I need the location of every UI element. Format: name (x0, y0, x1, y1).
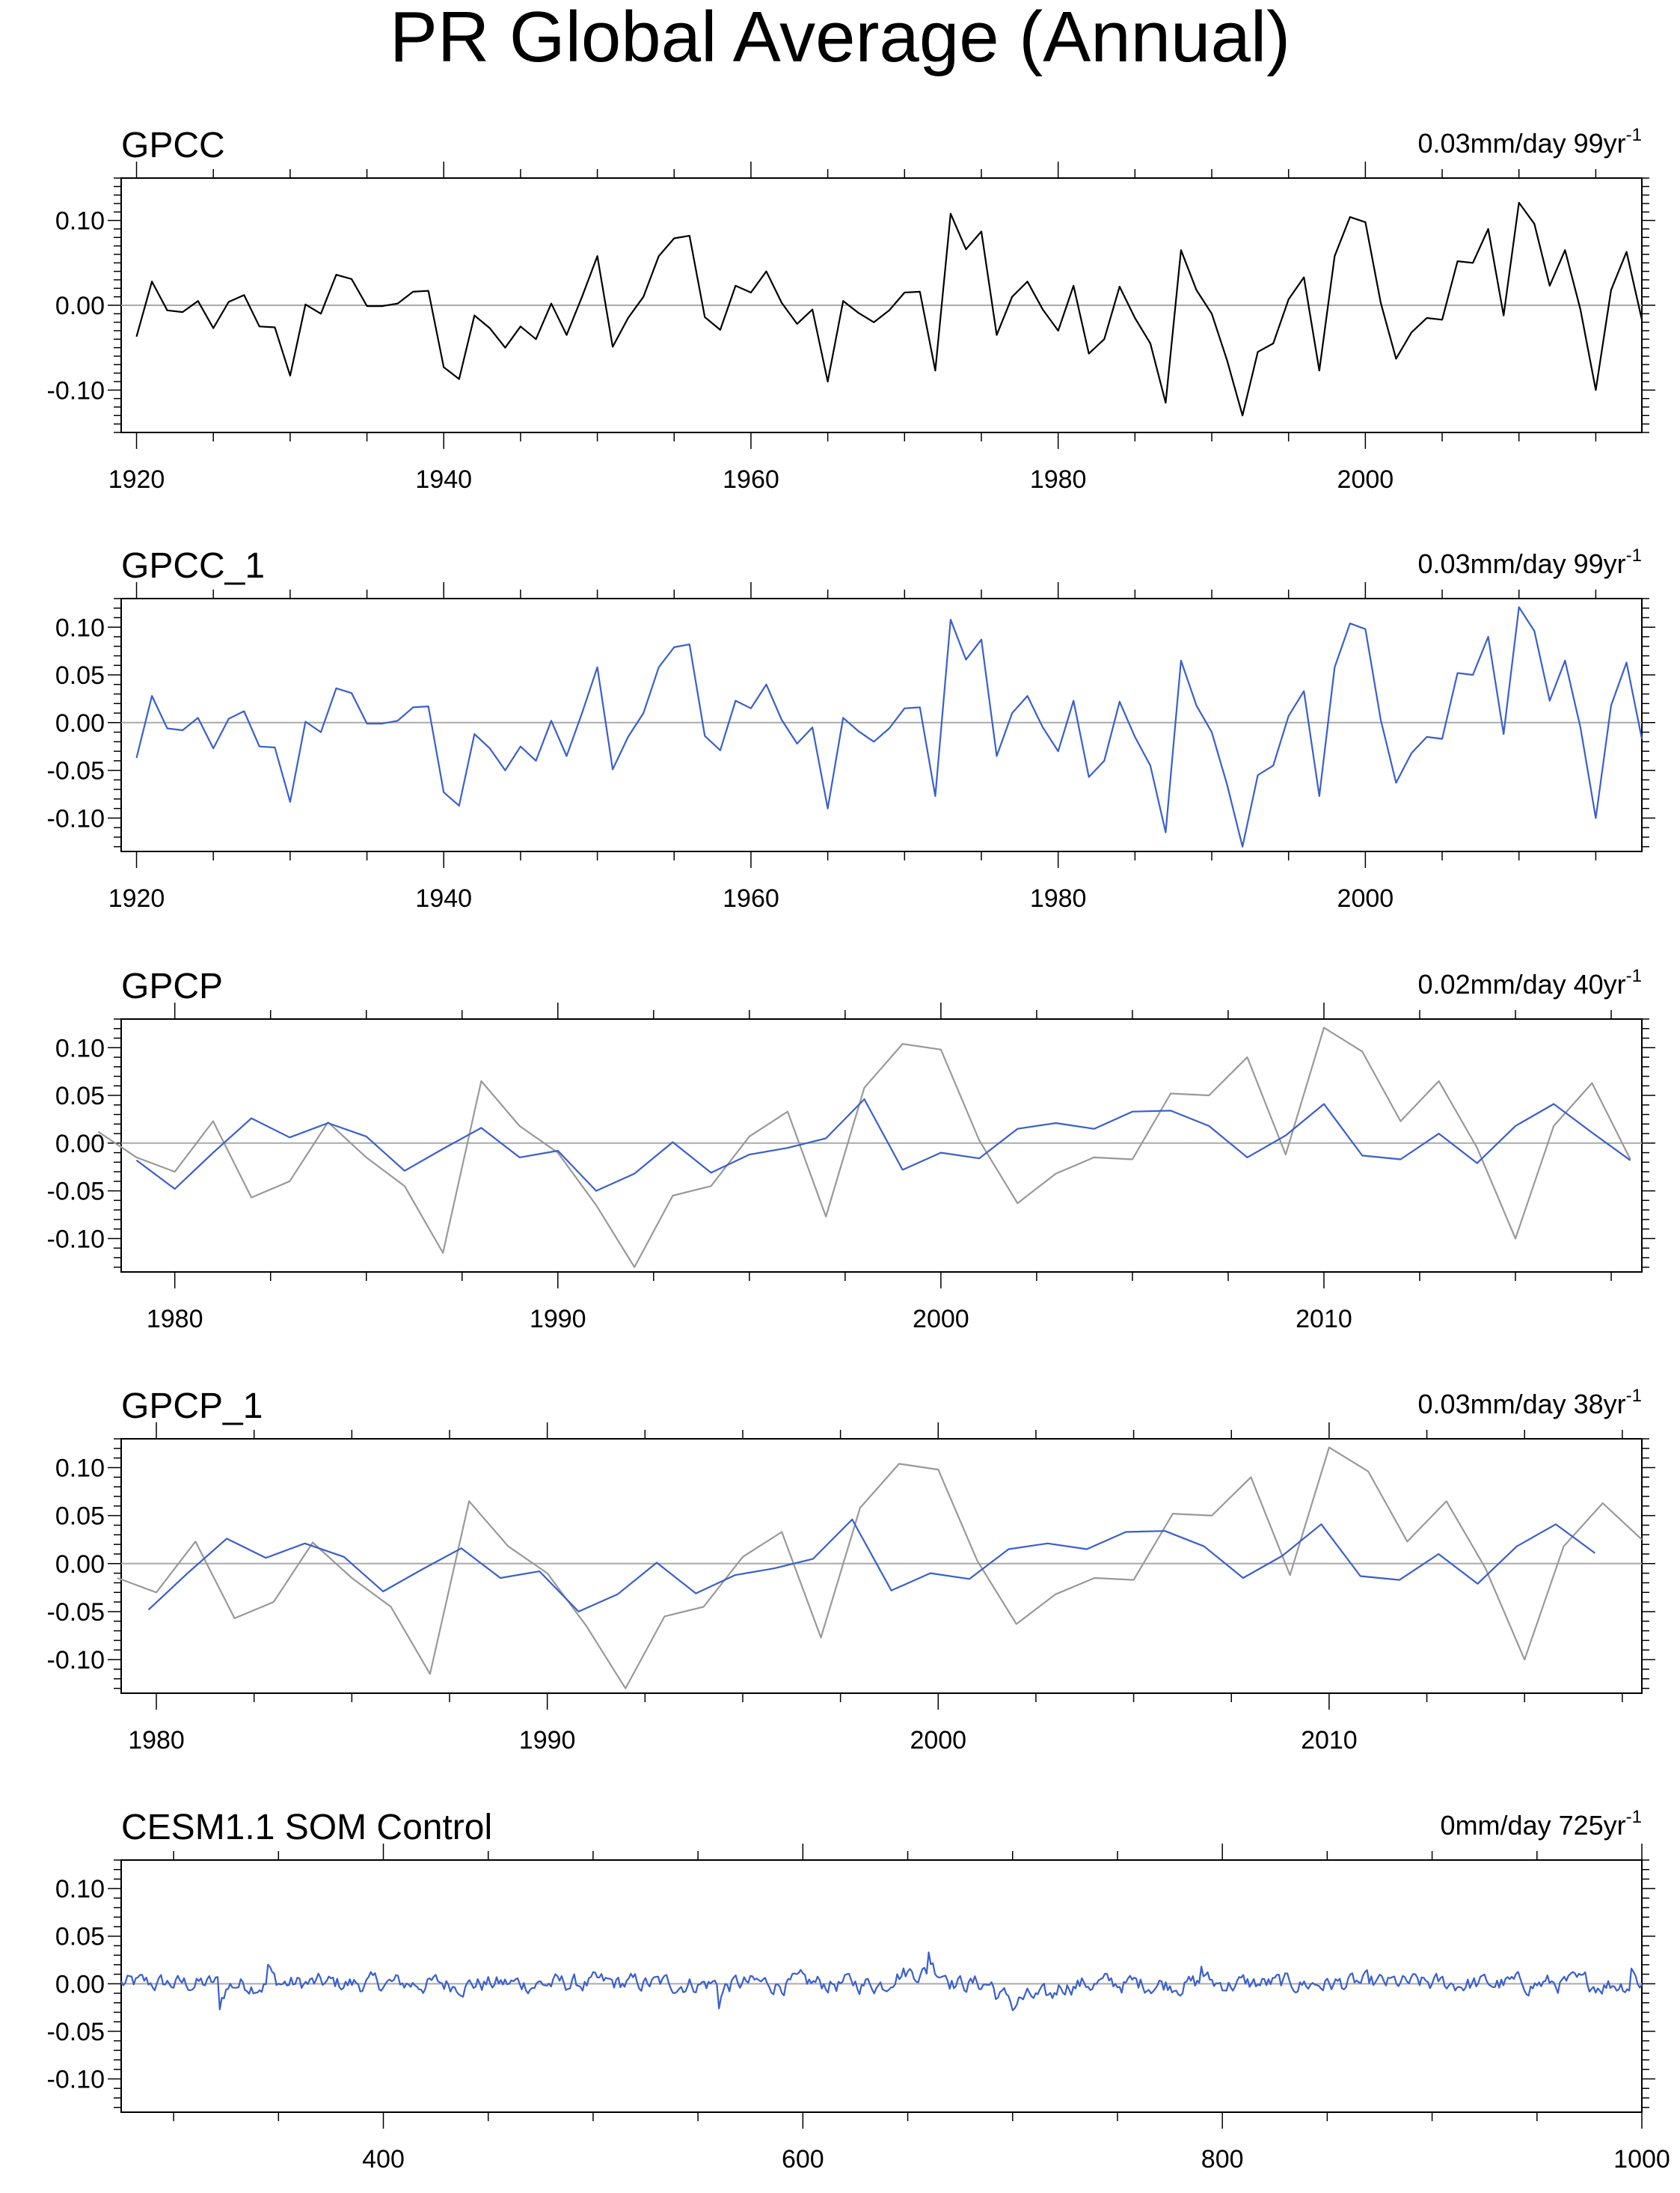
y-tick-label: -0.05 (47, 757, 105, 786)
chart-panel-3: GPCP 0.02mm/day 40yr-1 0.10 0.05 0.00 -0.05 -0… (47, 966, 1655, 1333)
x-tick-label: 2000 (1337, 884, 1394, 913)
y-tick-label: 0.00 (55, 292, 105, 320)
y-tick-label: 0.10 (55, 207, 105, 236)
plot-frame (120, 1438, 1643, 1694)
chart-panel-4: GPCP_1 0.03mm/day 38yr-1 0.10 0.05 0.00 -0.05… (47, 1386, 1655, 1755)
panel-trend-label: 0mm/day 725yr-1 (1441, 1807, 1642, 1841)
x-tick-label: 1990 (519, 1726, 576, 1755)
series-line-gpcp (135, 1098, 1631, 1192)
panel-title: GPCC_1 (121, 546, 265, 586)
y-tick-label: -0.10 (47, 376, 105, 405)
chart-panel-5: CESM1.1 SOM Control 0mm/day 725yr-1 0.10 0.… (47, 1807, 1670, 2174)
panel-trend-label: 0.03mm/day 99yr-1 (1418, 125, 1642, 159)
y-tick-label: -0.10 (47, 1225, 105, 1253)
panel-title: GPCP_1 (121, 1386, 263, 1426)
y-tick-label: 0.10 (55, 1875, 105, 1903)
x-tick-label: 2000 (913, 1305, 969, 1333)
x-tick-label: 600 (782, 2145, 824, 2174)
panel-trend-label: 0.03mm/day 38yr-1 (1418, 1386, 1642, 1419)
y-tick-label: -0.05 (47, 1178, 105, 1206)
trend-exponent: -1 (1626, 125, 1642, 145)
x-tick-label: 400 (362, 2145, 405, 2174)
x-tick-label: 1940 (415, 884, 472, 913)
x-tick-label: 2010 (1301, 1726, 1358, 1755)
y-tick-label: 0.05 (55, 1502, 105, 1531)
trend-exponent: -1 (1626, 545, 1642, 566)
x-tick-label: 1980 (1030, 465, 1087, 494)
trend-exponent: -1 (1626, 1386, 1642, 1406)
x-tick-label: 1990 (530, 1305, 586, 1333)
x-tick-label: 1980 (1030, 884, 1087, 913)
panel-trend-label: 0.02mm/day 40yr-1 (1418, 966, 1642, 1000)
trend-exponent: -1 (1626, 966, 1642, 986)
x-tick-label: 1980 (147, 1305, 203, 1333)
series-line-gpcc-overlay (117, 1446, 1643, 1689)
panel-title: CESM1.1 SOM Control (121, 1808, 492, 1847)
y-tick-label: 0.10 (55, 614, 105, 642)
y-tick-label: 0.05 (55, 1082, 105, 1110)
y-tick-label: -0.10 (47, 2065, 105, 2093)
x-tick-label: 2010 (1296, 1305, 1352, 1333)
x-tick-label: 1940 (415, 465, 472, 494)
x-tick-label: 2000 (910, 1726, 966, 1755)
y-tick-label: 0.10 (55, 1454, 105, 1482)
plot-frame (120, 598, 1643, 852)
x-tick-label: 1920 (108, 884, 165, 913)
y-tick-label: -0.10 (47, 1646, 105, 1674)
y-tick-label: 0.00 (55, 1970, 105, 1998)
y-tick-label: 0.05 (55, 661, 105, 690)
x-tick-label: 1960 (723, 465, 779, 494)
series-line-cesm1-1-som-control (120, 1951, 1643, 2011)
x-tick-label: 800 (1201, 2145, 1244, 2174)
x-tick-label: 2000 (1337, 465, 1394, 494)
trend-exponent: -1 (1626, 1807, 1642, 1827)
page-title: PR Global Average (Annual) (389, 0, 1291, 77)
panel-trend-label: 0.03mm/day 99yr-1 (1418, 545, 1642, 579)
y-tick-label: 0.00 (55, 1130, 105, 1158)
chart-panel-1: GPCC 0.03mm/day 99yr-1 0.10 0.00 -0.10 1920 19… (47, 125, 1655, 494)
x-tick-label: 1980 (128, 1726, 185, 1755)
panel-title: GPCP (121, 967, 223, 1006)
y-tick-label: -0.05 (47, 2018, 105, 2046)
chart-panel-2: GPCC_1 0.03mm/day 99yr-1 0.10 0.05 0.00 -0.05… (47, 545, 1655, 913)
x-tick-label: 1960 (723, 884, 779, 913)
series-line-gpcc-1 (135, 606, 1643, 848)
panel-title: GPCC (121, 126, 225, 165)
x-tick-label: 1000 (1613, 2145, 1670, 2174)
series-line-gpcc (135, 201, 1643, 417)
y-tick-label: -0.05 (47, 1598, 105, 1627)
y-tick-label: 0.00 (55, 709, 105, 738)
x-tick-label: 1920 (108, 465, 165, 494)
y-tick-label: -0.10 (47, 804, 105, 833)
series-line-gpcp-1 (147, 1518, 1595, 1612)
plot-frame (120, 1018, 1643, 1273)
plot-frame (120, 1859, 1643, 2113)
y-tick-label: 0.05 (55, 1923, 105, 1951)
series-line-gpcc-overlay (97, 1027, 1631, 1268)
y-tick-label: 0.10 (55, 1034, 105, 1062)
y-tick-label: 0.00 (55, 1550, 105, 1579)
